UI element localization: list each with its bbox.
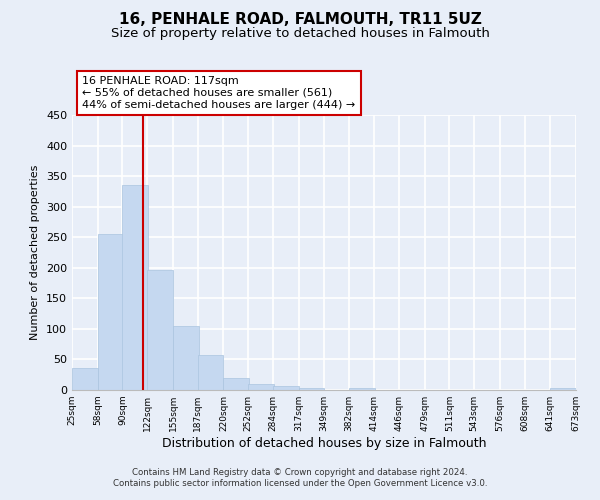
Bar: [299, 388, 325, 390]
Text: Contains HM Land Registry data © Crown copyright and database right 2024.
Contai: Contains HM Land Registry data © Crown c…: [113, 468, 487, 487]
Bar: [550, 388, 576, 390]
Bar: [198, 355, 223, 390]
Bar: [72, 368, 98, 390]
Bar: [122, 186, 148, 390]
Bar: [173, 326, 199, 390]
Text: Size of property relative to detached houses in Falmouth: Size of property relative to detached ho…: [110, 28, 490, 40]
X-axis label: Distribution of detached houses by size in Falmouth: Distribution of detached houses by size …: [162, 437, 486, 450]
Bar: [223, 378, 249, 390]
Y-axis label: Number of detached properties: Number of detached properties: [31, 165, 40, 340]
Bar: [148, 270, 173, 390]
Text: 16, PENHALE ROAD, FALMOUTH, TR11 5UZ: 16, PENHALE ROAD, FALMOUTH, TR11 5UZ: [119, 12, 481, 28]
Bar: [349, 388, 375, 390]
Bar: [248, 384, 274, 390]
Bar: [273, 386, 299, 390]
Bar: [98, 234, 123, 390]
Text: 16 PENHALE ROAD: 117sqm
← 55% of detached houses are smaller (561)
44% of semi-d: 16 PENHALE ROAD: 117sqm ← 55% of detache…: [82, 76, 355, 110]
